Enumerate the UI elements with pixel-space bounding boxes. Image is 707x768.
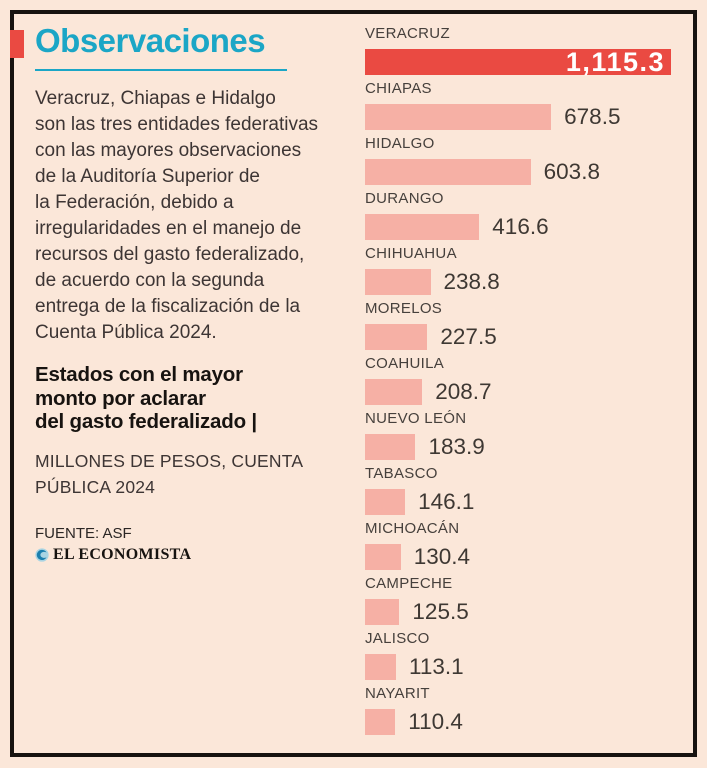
frame-border — [10, 10, 697, 757]
chart-heading: Estados con el mayor monto por aclarar d… — [35, 363, 257, 433]
bar — [365, 324, 428, 350]
title-underline — [35, 69, 287, 71]
bar-category-label: TABASCO — [365, 465, 438, 482]
chart-row: HIDALGO 603.8 — [365, 136, 695, 185]
chart-subheading: MILLONES DE PESOS, CUENTA PÚBLICA 2024 — [35, 450, 304, 497]
bar-category-label: NAYARIT — [365, 685, 430, 702]
chart-row: JALISCO 113.1 — [365, 631, 695, 680]
bar-line: 678.5 — [365, 104, 695, 130]
bar — [365, 269, 431, 295]
bar-value-label: 208.7 — [435, 379, 492, 404]
bar-value-label: 678.5 — [564, 104, 621, 129]
bar-value-label: 183.9 — [428, 434, 485, 459]
bar-value-label: 125.5 — [412, 599, 469, 624]
bar-line: 416.6 — [365, 214, 695, 240]
bar — [365, 599, 400, 625]
chart-row: MORELOS 227.5 — [365, 301, 695, 350]
chart-row: CHIAPAS 678.5 — [365, 81, 695, 130]
chart-row: MICHOACÁN 130.4 — [365, 521, 695, 570]
bar-category-label: HIDALGO — [365, 135, 435, 152]
bar-line: 603.8 — [365, 159, 695, 185]
chart-row: NUEVO LEÓN 183.9 — [365, 411, 695, 460]
chart-row: TABASCO 146.1 — [365, 466, 695, 515]
bar — [365, 489, 406, 515]
bar-category-label: JALISCO — [365, 630, 430, 647]
chart-row: NAYARIT 110.4 — [365, 686, 695, 735]
bar-category-label: CHIHUAHUA — [365, 245, 457, 262]
bar-value-label: 113.1 — [409, 654, 464, 679]
bar-line: 208.7 — [365, 379, 695, 405]
bar — [365, 379, 423, 405]
page-title: Observaciones — [35, 22, 266, 59]
bar-highlighted: 1,115.3 — [365, 46, 671, 77]
bar-category-label: DURANGO — [365, 190, 444, 207]
bar-line: 125.5 — [365, 599, 695, 625]
bar-value-label: 227.5 — [440, 324, 497, 349]
bar — [365, 654, 397, 680]
bar-category-label: VERACRUZ — [365, 25, 450, 42]
chart-row: COAHUILA 208.7 — [365, 356, 695, 405]
source-text: FUENTE: ASF — [35, 524, 132, 542]
bar-line: 130.4 — [365, 544, 695, 570]
bar-value-label: 130.4 — [413, 544, 471, 569]
bar-line: 146.1 — [365, 489, 695, 515]
bar-category-label: COAHUILA — [365, 355, 445, 372]
bar-value-label: 110.4 — [408, 709, 463, 734]
bar-line: 227.5 — [365, 324, 695, 350]
chart-row: CHIHUAHUA 238.8 — [365, 246, 695, 295]
chart-row: CAMPECHE 125.5 — [365, 576, 695, 625]
bar — [365, 544, 401, 570]
brand-name: EL ECONOMISTA — [53, 545, 192, 563]
bar — [365, 159, 531, 185]
chart-row: DURANGO 416.6 — [365, 191, 695, 240]
bar-value-label: 603.8 — [543, 159, 600, 184]
bar — [365, 214, 480, 240]
bar-value-label: 146.1 — [418, 489, 475, 514]
brand-logo: EL ECONOMISTA — [35, 546, 360, 564]
bar-category-label: CHIAPAS — [365, 80, 432, 97]
bar — [365, 709, 396, 735]
bar-category-label: CAMPECHE — [365, 575, 453, 592]
left-column: Observaciones Veracruz, Chiapas e Hidalg… — [35, 22, 360, 564]
bar-value-label: 416.6 — [492, 214, 549, 239]
bar-line: 1,115.3 — [365, 46, 695, 77]
bar-category-label: NUEVO LEÓN — [365, 410, 467, 427]
bar-line: 183.9 — [365, 434, 695, 460]
bar-value-label: 238.8 — [443, 269, 500, 294]
bar — [365, 434, 416, 460]
bar-category-label: MORELOS — [365, 300, 443, 317]
bar-line: 113.1 — [365, 654, 695, 680]
economista-globe-icon — [35, 547, 49, 562]
bar-chart: VERACRUZ 1,115.3 CHIAPAS 678.5 HIDALGO 603.8 D… — [365, 26, 695, 741]
bar-value-label: 1,115.3 — [565, 46, 665, 77]
title-marker — [10, 30, 24, 58]
intro-text: Veracruz, Chiapas e Hidalgo son las tres… — [35, 88, 319, 343]
bar-line: 238.8 — [365, 269, 695, 295]
chart-row: VERACRUZ 1,115.3 — [365, 25, 695, 77]
bar — [365, 104, 552, 130]
bar-line: 110.4 — [365, 709, 695, 735]
bar-category-label: MICHOACÁN — [365, 520, 460, 537]
